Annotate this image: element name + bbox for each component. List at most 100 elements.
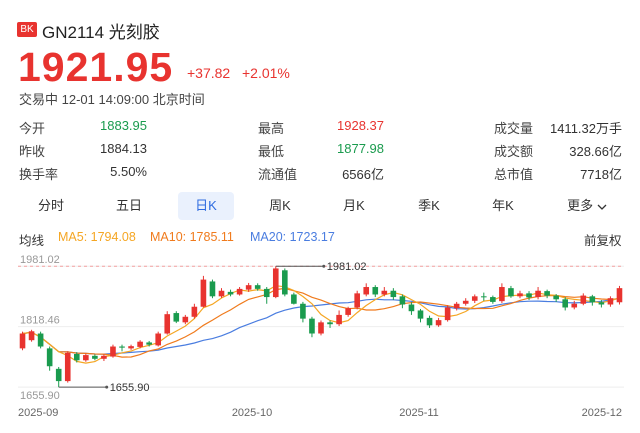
candle-body (282, 270, 288, 295)
stat-value: 1883.95 (100, 118, 147, 133)
candle-body (499, 287, 505, 302)
stat-value: 7718亿 (580, 167, 622, 182)
candle-body (73, 353, 80, 361)
candle-body (173, 313, 180, 322)
candle-body (435, 320, 442, 326)
adjust-mode-button[interactable]: 前复权 (584, 234, 622, 248)
candle-body (155, 333, 161, 346)
candle-body (490, 297, 496, 302)
candle-body (200, 279, 207, 307)
candle-body (607, 298, 614, 305)
stat-value: 1928.37 (337, 118, 384, 133)
candle-body (426, 317, 433, 326)
candle-body (363, 287, 370, 295)
low-marker-label: 1655.90 (110, 382, 150, 394)
ma10-value: MA10: 1785.11 (150, 230, 234, 244)
high-marker-label: 1981.02 (327, 261, 367, 273)
candle-body (191, 306, 198, 317)
low-marker-dot (105, 385, 109, 389)
ma-label: 均线 (19, 234, 45, 248)
candle-body (408, 304, 415, 312)
stat-value: 1411.32万手 (549, 121, 622, 136)
candle-body (381, 290, 388, 295)
candle-body (119, 346, 125, 348)
candle-body (227, 291, 234, 295)
stat-label: 昨收 (19, 144, 46, 159)
candle-body (535, 290, 541, 298)
stat-label: 流通值 (258, 167, 298, 182)
candle-body (37, 333, 44, 347)
candle-body (101, 355, 107, 359)
ma10-line (22, 287, 620, 358)
candle-body (399, 296, 406, 305)
candle-body (64, 352, 71, 382)
candle-body (390, 290, 397, 298)
candle-body (300, 303, 306, 319)
market-badge: BK (17, 22, 37, 37)
period-tabs: 分时 五日 日K 周K 月K 季K 年K 更多 (0, 192, 640, 220)
candle-body (571, 303, 578, 308)
candle-body (354, 293, 360, 308)
candle-body (209, 281, 216, 297)
candle-body (616, 288, 623, 303)
candle-body (245, 285, 252, 290)
candle-body (517, 293, 523, 297)
stat-value: 1884.13 (100, 141, 147, 156)
candle-body (92, 355, 98, 359)
candle-body (453, 303, 460, 309)
ma5-value: MA5: 1794.08 (58, 230, 136, 244)
candle-body (481, 296, 487, 298)
candle-body (291, 294, 297, 304)
candle-body (580, 295, 587, 304)
stat-value: 328.66亿 (569, 144, 622, 159)
stat-label: 最高 (258, 121, 285, 136)
x-tick-label: 2025-12 (582, 407, 622, 419)
tab-intraday[interactable]: 分时 (37, 198, 64, 213)
chevron-down-icon (597, 204, 607, 210)
candle-body (417, 310, 424, 319)
stat-label: 最低 (258, 144, 285, 159)
candle-body (164, 314, 171, 334)
candle-body (110, 346, 116, 357)
tab-five-day[interactable]: 五日 (115, 198, 142, 213)
tab-quarterly-k[interactable]: 季K (418, 198, 440, 213)
stat-value: 5.50% (110, 164, 147, 179)
candle-body (462, 300, 469, 304)
candle-body (236, 288, 243, 295)
y-tick-label: 1655.90 (20, 390, 60, 402)
candle-body (372, 287, 379, 295)
tab-more[interactable]: 更多 (560, 192, 614, 220)
x-tick-label: 2025-09 (18, 407, 58, 419)
trading-status: 交易中 12-01 14:09:00 北京时间 (19, 92, 205, 107)
stat-value: 6566亿 (342, 167, 384, 182)
candle-body (345, 308, 351, 315)
candle-body (553, 295, 559, 300)
tab-monthly-k[interactable]: 月K (343, 198, 365, 213)
candle-body (508, 288, 514, 297)
ma20-value: MA20: 1723.17 (250, 230, 335, 244)
stat-label: 今开 (19, 121, 46, 136)
y-tick-label: 1818.46 (20, 315, 60, 327)
x-tick-label: 2025-10 (232, 407, 272, 419)
kline-chart: 1981.02 1818.46 1655.90 1981.02 1655.90 2025-… (18, 255, 624, 419)
candle-body (336, 314, 342, 325)
tab-daily-k[interactable]: 日K (178, 192, 234, 220)
candle-body (318, 322, 324, 334)
candle-body (19, 333, 26, 349)
candle-body (562, 299, 569, 308)
stat-label: 成交量 (494, 121, 534, 136)
candle-body (309, 318, 315, 334)
candle-body (544, 291, 550, 296)
candle-body (598, 302, 605, 305)
stat-label: 成交额 (494, 144, 534, 159)
x-tick-label: 2025-11 (399, 407, 439, 419)
candle-body (263, 288, 270, 298)
stat-value: 1877.98 (337, 141, 384, 156)
tab-more-label: 更多 (567, 198, 594, 213)
tab-weekly-k[interactable]: 周K (269, 198, 291, 213)
high-marker-dot (322, 264, 326, 268)
tab-yearly-k[interactable]: 年K (492, 198, 514, 213)
candle-body (55, 368, 62, 382)
candle-body (272, 268, 279, 298)
candle-body (28, 331, 35, 341)
